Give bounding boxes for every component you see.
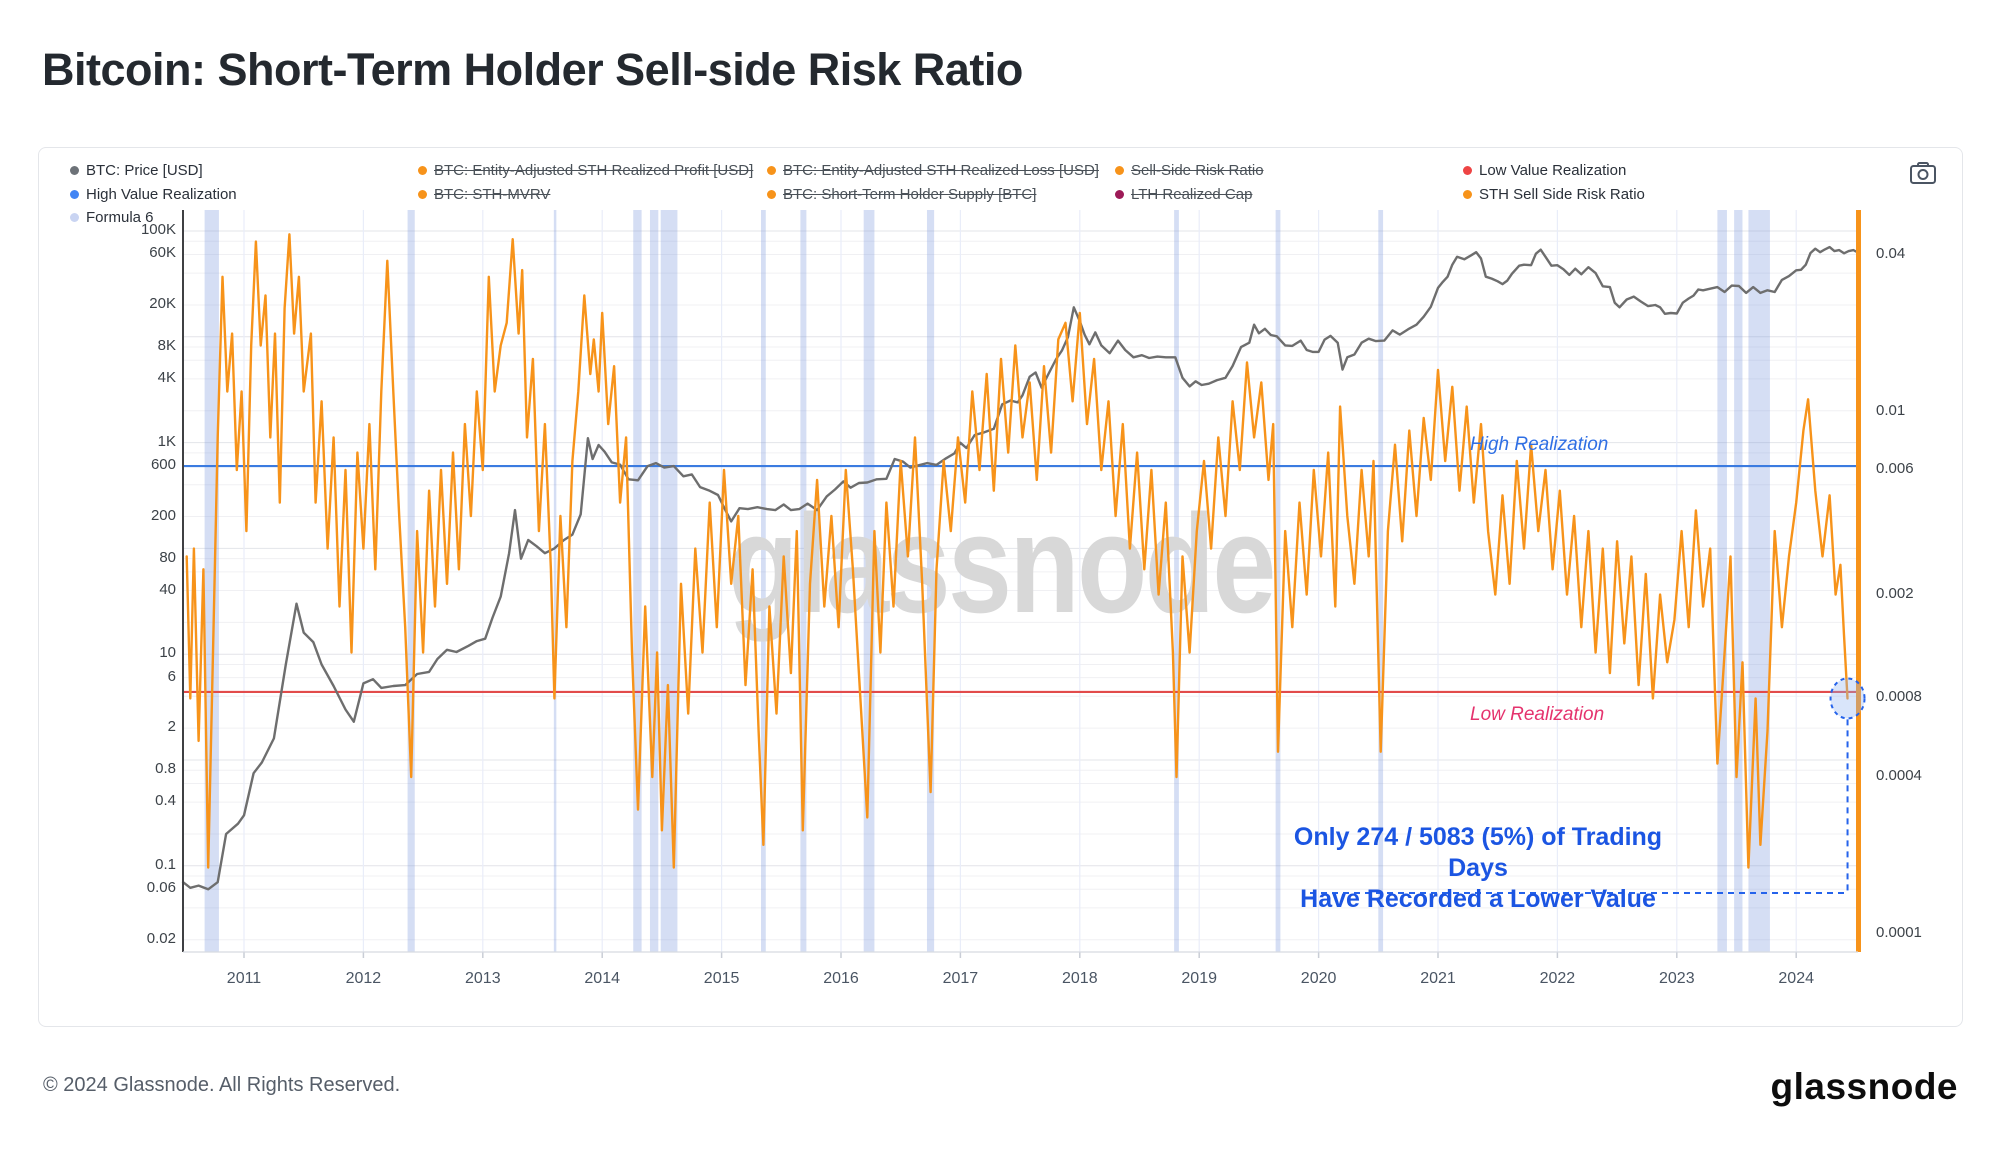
left-axis-tick: 100K (140, 221, 176, 238)
annotation-text: Only 274 / 5083 (5%) of Trading Days Hav… (1267, 822, 1689, 915)
x-axis-year-label: 2024 (1778, 970, 1814, 987)
camera-icon (1910, 161, 1936, 189)
left-axis-tick: 0.4 (155, 792, 176, 810)
legend-dot-icon (70, 190, 79, 199)
legend-dot-icon (767, 190, 776, 199)
x-axis-year-label: 2022 (1539, 970, 1576, 987)
glassnode-logo: glassnode (1770, 1066, 1958, 1107)
low-realization-label: Low Realization (1470, 703, 1605, 725)
legend-item[interactable]: BTC: Entity-Adjusted STH Realized Profit… (418, 162, 753, 179)
series-sth-risk-ratio (185, 233, 1849, 869)
right-axis-tick: 0.0001 (1876, 924, 1922, 942)
left-axis-tick: 8K (157, 337, 176, 355)
legend-label: Sell-Side Risk Ratio (1131, 162, 1264, 179)
legend-item[interactable]: High Value Realization (70, 186, 237, 203)
legend-label: BTC: Price [USD] (86, 162, 203, 179)
right-axis-tick: 0.0008 (1876, 688, 1922, 706)
legend-label: Formula 6 (86, 209, 154, 226)
camera-button[interactable] (1906, 160, 1940, 190)
legend-dot-icon (70, 213, 79, 222)
high-realization-label: High Realization (1470, 434, 1609, 456)
legend-dot-icon (70, 166, 79, 175)
x-axis-year-label: 2021 (1420, 970, 1456, 987)
x-axis-year-label: 2016 (823, 970, 859, 987)
legend-item[interactable]: LTH Realized Cap (1115, 186, 1252, 203)
legend-label: BTC: Short-Term Holder Supply [BTC] (783, 186, 1037, 203)
legend-label: BTC: STH-MVRV (434, 186, 551, 203)
legend-dot-icon (1115, 166, 1124, 175)
x-axis-year-label: 2020 (1300, 970, 1337, 987)
legend-item[interactable]: Formula 6 (70, 209, 154, 226)
x-axis-year-label: 2012 (345, 970, 382, 987)
left-axis-tick: 80 (159, 548, 176, 566)
copyright-text: © 2024 Glassnode. All Rights Reserved. (43, 1074, 401, 1096)
left-axis-tick: 0.02 (146, 929, 176, 947)
legend-dot-icon (1115, 190, 1124, 199)
legend-item[interactable]: BTC: Price [USD] (70, 162, 203, 179)
chart-card (38, 147, 1963, 1027)
left-axis-tick: 1K (157, 432, 176, 450)
left-axis-tick: 60K (149, 244, 176, 262)
right-axis-tick: 0.0004 (1876, 767, 1922, 784)
right-axis-tick: 0.04 (1876, 245, 1906, 262)
left-axis-tick: 0.06 (146, 879, 176, 897)
x-axis-year-label: 2014 (584, 970, 620, 987)
legend-label: BTC: Entity-Adjusted STH Realized Loss [… (783, 162, 1099, 179)
left-axis-tick: 600 (150, 456, 176, 474)
left-axis-tick: 20K (149, 294, 176, 312)
x-axis-year-label: 2015 (703, 970, 740, 987)
legend-label: STH Sell Side Risk Ratio (1479, 186, 1645, 203)
x-axis-year-label: 2018 (1062, 970, 1098, 987)
annotation-line2: Have Recorded a Lower Value (1300, 885, 1656, 913)
x-axis-year-label: 2011 (226, 970, 262, 987)
left-axis-tick: 6 (167, 667, 176, 685)
left-axis-tick: 0.1 (155, 855, 176, 873)
right-axis-tick: 0.002 (1876, 584, 1914, 602)
legend-dot-icon (418, 190, 427, 199)
legend-dot-icon (1463, 166, 1472, 175)
series-btc-price (181, 245, 1858, 891)
left-axis-tick: 40 (159, 580, 176, 598)
legend-item[interactable]: BTC: Entity-Adjusted STH Realized Loss [… (767, 162, 1099, 179)
legend-item[interactable]: STH Sell Side Risk Ratio (1463, 186, 1645, 203)
legend-item[interactable]: Sell-Side Risk Ratio (1115, 162, 1264, 179)
legend-dot-icon (1463, 190, 1472, 199)
page-title: Bitcoin: Short-Term Holder Sell-side Ris… (42, 44, 1023, 95)
legend-item[interactable]: BTC: STH-MVRV (418, 186, 550, 203)
x-axis-year-label: 2013 (465, 970, 501, 987)
left-axis-tick: 4K (157, 368, 176, 386)
left-axis-tick: 0.8 (155, 760, 176, 778)
right-axis-tick: 0.006 (1876, 460, 1914, 478)
right-axis-tick: 0.01 (1876, 402, 1906, 420)
legend-label: BTC: Entity-Adjusted STH Realized Profit… (434, 162, 754, 179)
legend-item[interactable]: Low Value Realization (1463, 162, 1626, 179)
legend-dot-icon (418, 166, 427, 175)
left-axis-tick: 2 (167, 718, 176, 736)
x-axis-year-label: 2023 (1659, 970, 1695, 987)
legend-dot-icon (767, 166, 776, 175)
legend-label: High Value Realization (86, 186, 237, 203)
x-axis-year-label: 2017 (942, 970, 979, 987)
legend-label: LTH Realized Cap (1131, 186, 1253, 203)
x-axis-year-label: 2019 (1181, 970, 1217, 987)
endpoint-highlight-circle (1829, 677, 1866, 720)
annotation-line1: Only 274 / 5083 (5%) of Trading Days (1293, 823, 1663, 882)
left-axis-tick: 10 (159, 644, 176, 662)
left-axis-tick: 200 (150, 506, 176, 524)
legend-item[interactable]: BTC: Short-Term Holder Supply [BTC] (767, 186, 1036, 203)
legend-label: Low Value Realization (1479, 162, 1627, 179)
